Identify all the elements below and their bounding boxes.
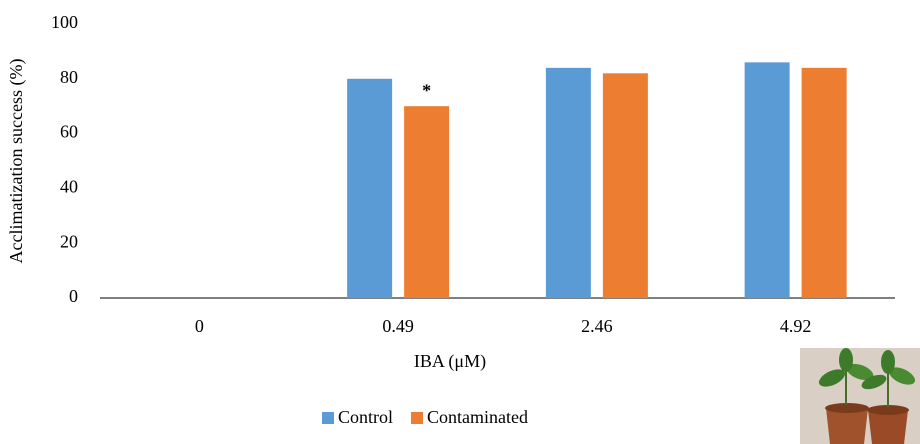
y-tick-label: 40 (60, 177, 78, 197)
y-tick-label: 80 (60, 67, 78, 87)
x-tick-label: 2.46 (581, 316, 613, 336)
y-tick-label: 100 (51, 12, 78, 32)
bar (744, 62, 790, 298)
x-tick-label: 4.92 (780, 316, 812, 336)
y-axis-title: Acclimatization success (%) (6, 59, 27, 264)
bar (347, 78, 393, 298)
bar (545, 67, 591, 298)
bar (404, 106, 450, 298)
bar (801, 67, 847, 298)
x-axis-title: IBA (μM) (414, 351, 486, 372)
y-tick-label: 0 (69, 286, 78, 306)
bar (602, 73, 648, 298)
legend-label: Control (338, 407, 393, 427)
x-tick-label: 0 (195, 316, 204, 336)
legend-swatch (411, 412, 424, 424)
legend-swatch (322, 412, 334, 424)
plant-photo (800, 348, 920, 444)
y-tick-label: 20 (60, 231, 78, 251)
x-tick-label: 0.49 (382, 316, 414, 336)
y-tick-label: 60 (60, 122, 78, 142)
annotation: * (422, 80, 431, 100)
legend-label: Contaminated (427, 407, 528, 427)
